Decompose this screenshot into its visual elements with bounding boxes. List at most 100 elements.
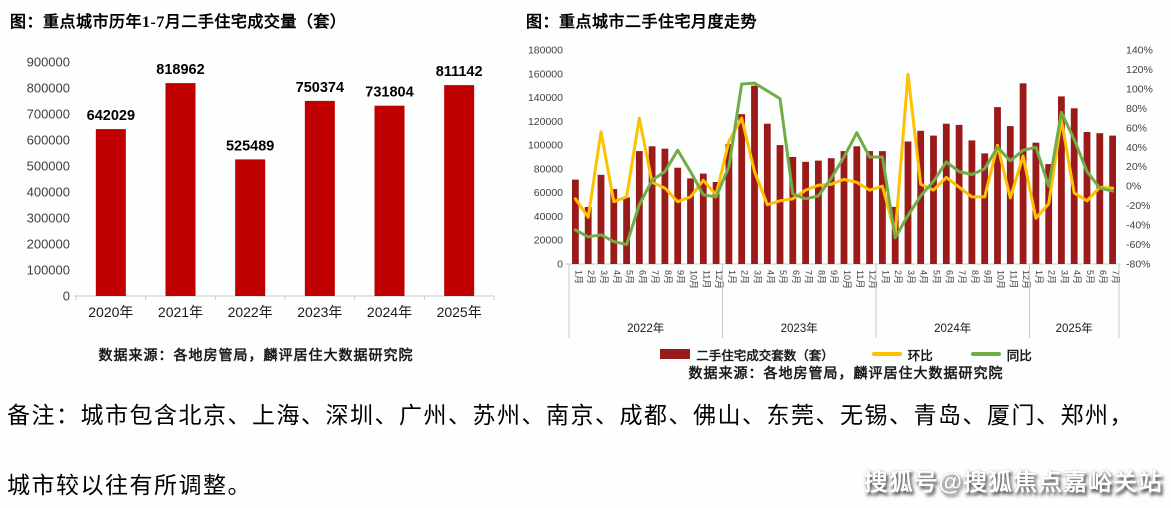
- bar-value-label: 642029: [87, 108, 135, 124]
- x-axis-label: 2020年: [88, 304, 133, 320]
- left-bars: 642029 2020年 818962 2021年 525489 2022年 750374 2…: [87, 62, 483, 320]
- year-label: 2025年: [1056, 321, 1093, 335]
- bar: [994, 107, 1001, 264]
- svg-text:700000: 700000: [27, 107, 70, 122]
- month-label: 2月: [1047, 270, 1057, 284]
- x-axis-label: 2021年: [158, 304, 203, 320]
- svg-text:0%: 0%: [1126, 181, 1141, 193]
- month-label: 3月: [906, 270, 916, 284]
- mom-line-label: 环比: [907, 348, 933, 363]
- svg-text:120000: 120000: [528, 116, 563, 128]
- bar: [955, 124, 963, 265]
- svg-text:120%: 120%: [1126, 64, 1153, 76]
- month-label: 8月: [816, 270, 826, 284]
- bar: [610, 189, 618, 264]
- svg-text:-60%: -60%: [1126, 239, 1151, 251]
- month-label: 6月: [637, 270, 647, 284]
- month-label: 9月: [829, 270, 839, 284]
- bar: [789, 157, 797, 264]
- month-label: 4月: [612, 270, 622, 284]
- svg-text:20000: 20000: [534, 235, 563, 247]
- right-left-axis-labels: 0 20000 40000 60000 80000 100000 120000 140000 1…: [528, 45, 563, 271]
- x-axis-label: 2024年: [367, 304, 412, 320]
- yoy-line: [573, 81, 1115, 246]
- annual-bar-chart: 图：重点城市历年1-7月二手住宅成交量（套） 0 100000 200000 3000…: [6, 4, 506, 365]
- month-label: 7月: [1111, 270, 1121, 284]
- bar: [623, 197, 630, 264]
- month-label: 3月: [1059, 270, 1069, 284]
- sohu-watermark: 搜狐号@搜狐焦点嘉峪关站: [863, 469, 1163, 496]
- month-label: 12月: [1021, 270, 1031, 289]
- month-label: 1月: [880, 270, 890, 284]
- year-dividers: [568, 264, 1120, 338]
- monthly-bars: [572, 83, 1116, 265]
- year-label: 2024年: [934, 321, 971, 335]
- right-chart-source: 数据来源：各地房管局，麟评居住大数据研究院: [688, 367, 1004, 382]
- year-label: 2023年: [781, 321, 818, 335]
- bar: [866, 151, 873, 264]
- svg-text:400000: 400000: [27, 185, 70, 200]
- note-line-2: 城市较以往有所调整。: [7, 473, 252, 498]
- svg-text:600000: 600000: [27, 133, 70, 148]
- bar: [95, 129, 126, 296]
- bar-value-label: 811142: [436, 64, 483, 80]
- year-labels: 2022年 2023年 2024年 2025年: [627, 321, 1093, 335]
- bar: [942, 123, 950, 264]
- month-label: 4月: [1072, 270, 1082, 284]
- svg-text:140%: 140%: [1126, 45, 1153, 57]
- svg-text:100000: 100000: [528, 140, 563, 152]
- bar: [1096, 133, 1104, 264]
- month-label: 3月: [753, 270, 763, 284]
- right-chart-legend: 二手住宅成交套数（套） 环比 同比: [522, 345, 1170, 363]
- svg-text:80%: 80%: [1126, 103, 1147, 115]
- month-label: 7月: [957, 270, 967, 284]
- svg-text:180000: 180000: [528, 45, 563, 57]
- bar: [776, 145, 784, 264]
- bar: [827, 158, 835, 264]
- bar: [444, 85, 475, 296]
- bar: [597, 174, 605, 264]
- month-label: 8月: [970, 270, 980, 284]
- bar: [815, 160, 822, 264]
- month-label: 5月: [625, 270, 635, 284]
- svg-text:160000: 160000: [528, 68, 563, 80]
- month-label: 6月: [791, 270, 801, 284]
- bar: [879, 151, 886, 264]
- svg-text:-80%: -80%: [1126, 259, 1151, 271]
- x-axis-label: 2025年: [437, 304, 482, 320]
- bar: [968, 140, 976, 264]
- note-line-1: 备注：城市包含北京、上海、深圳、广州、苏州、南京、成都、佛山、东莞、无锡、青岛、…: [7, 403, 1134, 428]
- month-label: 2月: [740, 270, 750, 284]
- mom-line-swatch: [871, 352, 902, 356]
- svg-text:0: 0: [63, 289, 70, 304]
- left-chart-title: 图：重点城市历年1-7月二手住宅成交量（套）: [10, 14, 347, 31]
- month-labels: 1月 2月 3月 4月 5月 6月 7月 8月 9月 10月 11月 12月 1月 2月 3月 4月 5月 6月 7…: [573, 270, 1120, 289]
- svg-text:20%: 20%: [1126, 161, 1147, 173]
- svg-text:500000: 500000: [27, 159, 70, 174]
- right-chart-plot: 0 20000 40000 60000 80000 100000 120000 140000 1…: [528, 45, 1153, 338]
- left-x-axis-ticks: [75, 296, 495, 300]
- svg-text:800000: 800000: [27, 81, 70, 96]
- bar: [1019, 83, 1027, 264]
- bar-series-swatch: [660, 349, 691, 359]
- month-label: 8月: [663, 270, 673, 284]
- month-label: 3月: [599, 270, 609, 284]
- mom-line: [573, 72, 1115, 236]
- bar: [235, 159, 266, 296]
- bar-series-label: 二手住宅成交套数（套）: [696, 348, 834, 363]
- bar: [1032, 142, 1040, 264]
- bar: [374, 105, 405, 296]
- bar: [661, 148, 669, 264]
- month-label: 4月: [919, 270, 929, 284]
- month-label: 7月: [650, 270, 660, 284]
- svg-text:-20%: -20%: [1126, 200, 1151, 212]
- left-y-axis-labels: 0 100000 200000 300000 400000 500000 600000 700…: [27, 55, 70, 304]
- right-right-axis-labels: -80% -60% -40% -20% 0% 20% 40% 60% 80% 100% 120% 14…: [1126, 45, 1153, 271]
- bar: [853, 146, 861, 264]
- bar: [648, 146, 656, 264]
- month-label: 2月: [586, 270, 596, 284]
- month-label: 7月: [804, 270, 814, 284]
- bar-value-label: 750374: [296, 80, 344, 96]
- svg-text:40000: 40000: [534, 211, 563, 223]
- month-label: 1月: [1034, 270, 1044, 284]
